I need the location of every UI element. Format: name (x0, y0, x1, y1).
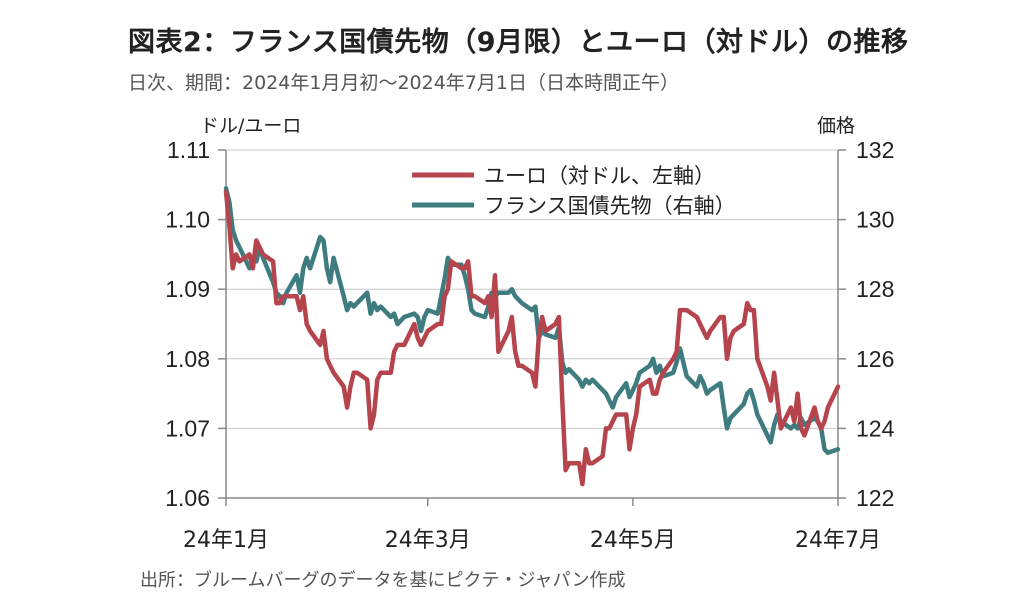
left-tick-label: 1.06 (165, 485, 210, 511)
gridlines (226, 149, 838, 429)
euro-usd-line (223, 189, 841, 487)
right-axis-label: 価格 (817, 115, 855, 137)
left-tick-label: 1.10 (165, 207, 210, 233)
right-tick-label: 126 (856, 346, 894, 372)
x-tick-label: 24年5月 (590, 528, 676, 553)
chart-title: 図表2：フランス国債先物（9月限）とユーロ（対ドル）の推移 (128, 27, 909, 58)
right-tick-label: 124 (856, 415, 895, 441)
right-tick-label: 128 (856, 276, 894, 302)
left-tick-label: 1.09 (165, 276, 210, 302)
x-tick-label: 24年1月 (183, 528, 269, 553)
left-axis-label: ドル/ユーロ (200, 115, 301, 137)
right-axis-ticks: 132 130 128 126 124 122 (856, 137, 895, 511)
x-tick-label: 24年7月 (795, 528, 881, 553)
left-axis-ticks: 1.11 1.10 1.09 1.08 1.07 1.06 (165, 137, 210, 511)
left-tick-label: 1.11 (167, 137, 210, 163)
chart-subtitle: 日次、期間：2024年1月月初～2024年7月1日（日本時間正午） (128, 72, 679, 94)
right-tick-label: 130 (856, 207, 894, 233)
right-tick-label: 122 (856, 485, 894, 511)
legend-label-oat: フランス国債先物（右軸） (484, 194, 736, 218)
right-tick-label: 132 (856, 137, 894, 163)
legend: ユーロ（対ドル、左軸） フランス国債先物（右軸） (412, 164, 736, 218)
french-bond-futures-line (223, 186, 841, 456)
x-tick-label: 24年3月 (385, 528, 471, 553)
source-note: 出所：ブルームバーグのデータを基にピクテ・ジャパン作成 (140, 570, 626, 591)
left-tick-label: 1.07 (165, 415, 210, 441)
series-lines (223, 186, 841, 487)
legend-label-euro: ユーロ（対ドル、左軸） (484, 164, 715, 188)
left-tick-label: 1.08 (165, 346, 210, 372)
x-axis-ticks: 24年1月 24年3月 24年5月 24年7月 (183, 528, 881, 553)
